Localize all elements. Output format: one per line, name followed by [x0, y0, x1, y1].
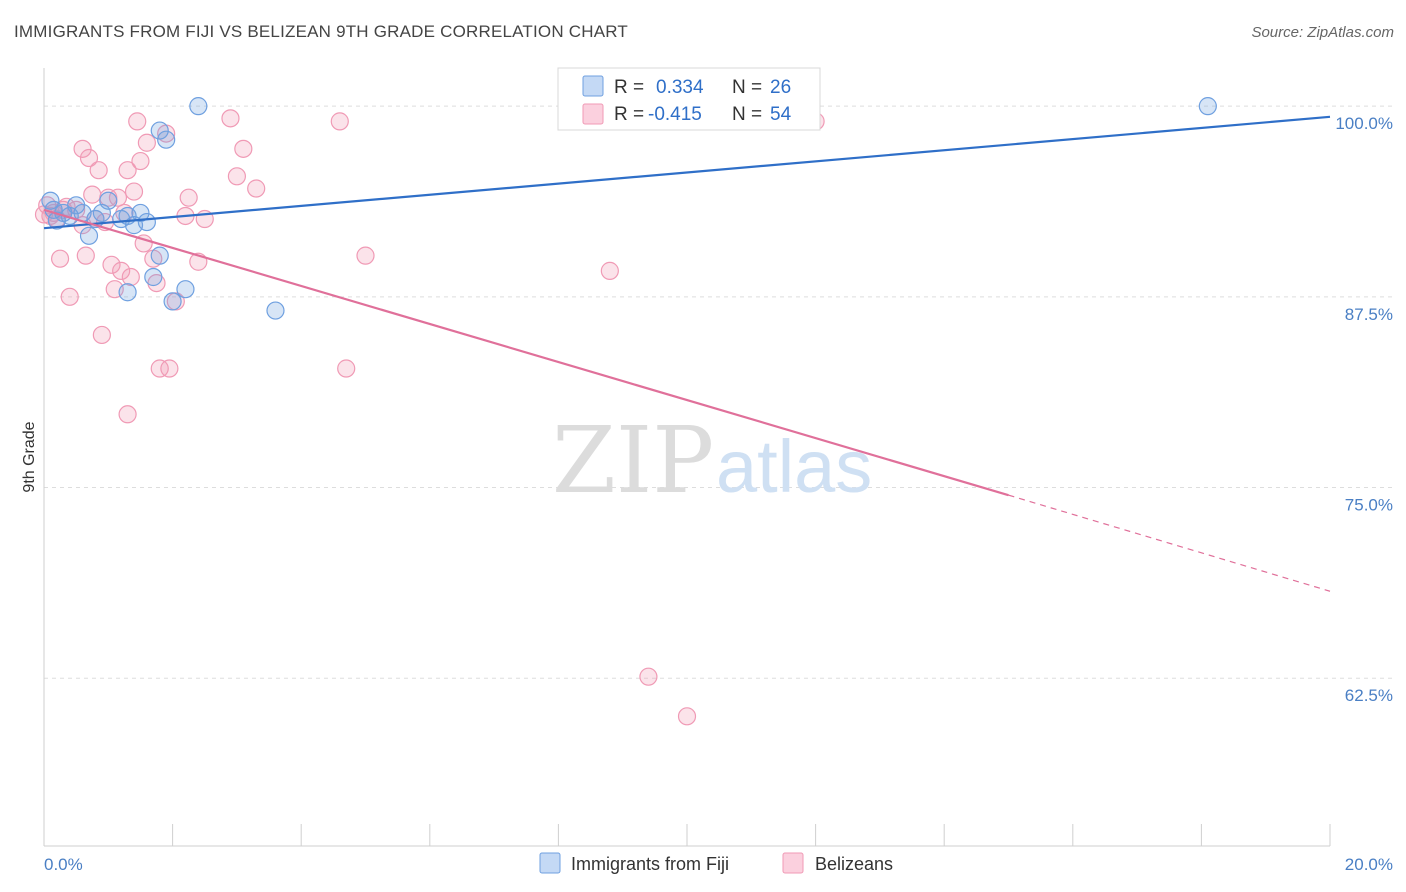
belize-point: [92, 325, 111, 345]
belize-n-label: N =: [732, 104, 762, 125]
watermark-atlas: atlas: [716, 425, 872, 508]
belize-point: [677, 707, 697, 726]
fiji-trend-line: [43, 115, 1331, 230]
fiji-r-label: R =: [614, 77, 644, 98]
belize-point: [102, 255, 121, 274]
fiji-series-swatch: [539, 852, 561, 874]
belize-point: [76, 246, 95, 265]
chart-source: Source: ZipAtlas.com: [1251, 24, 1394, 41]
belize-point: [247, 179, 266, 198]
fiji-n-value: 26: [770, 77, 791, 98]
fiji-point: [118, 283, 137, 302]
belize-point: [128, 112, 147, 131]
fiji-r-value: 0.334: [656, 77, 704, 98]
belize-point: [118, 405, 137, 424]
belize-n-value: 54: [770, 104, 792, 125]
belize-point: [79, 148, 99, 168]
fiji-point: [150, 121, 169, 140]
belize-point: [124, 182, 144, 201]
y-tick-label: 87.5%: [1345, 305, 1393, 324]
stats-legend: R = 0.334 N = 26 R = -0.415 N = 54: [557, 67, 821, 131]
fiji-n-label: N =: [732, 77, 762, 98]
belize-point: [337, 359, 356, 378]
belize-point: [234, 139, 253, 158]
belize-r-label: R =: [614, 104, 644, 125]
belize-point: [73, 139, 92, 158]
belize-trend-line: [43, 208, 1009, 497]
belize-point: [600, 261, 619, 280]
belize-point: [112, 261, 131, 280]
fiji-legend-swatch: [582, 75, 604, 97]
belize-point: [118, 161, 137, 180]
y-tick-label: 100.0%: [1335, 114, 1393, 133]
fiji-point: [67, 196, 86, 215]
y-tick-label: 62.5%: [1345, 686, 1393, 705]
belize-legend-swatch: [582, 103, 604, 125]
belize-point: [150, 359, 169, 378]
x-tick-max: 20.0%: [1345, 855, 1393, 874]
chart-title: IMMIGRANTS FROM FIJI VS BELIZEAN 9TH GRA…: [14, 22, 628, 41]
belize-point: [179, 188, 198, 207]
belize-point: [221, 109, 240, 128]
fiji-point: [176, 280, 195, 299]
series-legend: Immigrants from Fiji Belizeans: [539, 852, 893, 874]
y-axis-label: 9th Grade: [21, 421, 38, 492]
belize-point: [83, 185, 102, 204]
belize-point: [330, 112, 349, 131]
belize-point: [137, 133, 156, 152]
belize-series-swatch: [782, 852, 804, 874]
fiji-point: [131, 203, 150, 223]
y-tick-label: 75.0%: [1345, 496, 1393, 515]
belize-point: [60, 287, 79, 306]
fiji-point: [157, 130, 176, 149]
belize-point: [131, 151, 150, 171]
fiji-point: [163, 292, 182, 311]
belize-point: [89, 161, 108, 180]
fiji-series-label: Immigrants from Fiji: [571, 854, 729, 874]
belize-point: [160, 359, 179, 378]
fiji-point: [144, 267, 163, 287]
fiji-points: [41, 97, 1217, 320]
belize-point: [121, 267, 140, 287]
belize-r-value: -0.415: [648, 104, 702, 125]
watermark-zip: ZIP: [552, 407, 714, 514]
fiji-point: [79, 226, 99, 245]
axis-layer: [43, 68, 1331, 847]
belize-point: [50, 249, 70, 268]
grid-layer: [44, 105, 1392, 679]
fiji-point: [1198, 97, 1217, 116]
x-tick-min: 0.0%: [44, 855, 83, 874]
fiji-point: [150, 246, 169, 265]
y-tick-labels: 100.0% 87.5% 75.0% 62.5%: [1335, 114, 1393, 705]
belize-trend-extension: [1008, 494, 1331, 592]
belize-point: [639, 667, 658, 686]
watermark: ZIP atlas: [552, 407, 872, 514]
fiji-point: [266, 301, 285, 320]
fiji-point: [137, 212, 156, 232]
belize-point: [227, 167, 246, 186]
belize-point: [356, 246, 375, 265]
fiji-point: [99, 191, 118, 210]
belize-series-label: Belizeans: [815, 854, 893, 874]
fiji-point: [189, 97, 208, 116]
trend-lines: [43, 115, 1331, 592]
